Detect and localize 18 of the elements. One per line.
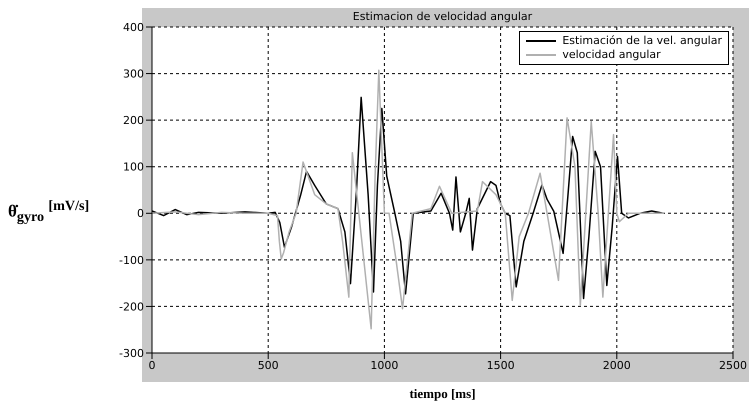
y-tick-label: -200 (119, 300, 144, 314)
y-tick-label: -100 (119, 254, 144, 267)
y-tick-label: 400 (123, 20, 144, 34)
x-tick-label: 1500 (486, 358, 515, 372)
y-tick-label: 100 (123, 160, 144, 174)
y-tick-label: -300 (119, 346, 144, 360)
x-tick-label: 0 (148, 358, 156, 372)
x-axis-title: tiempo [ms] (408, 386, 477, 402)
x-tick-label: 1000 (370, 358, 398, 372)
y-tick-label: 0 (137, 207, 144, 220)
x-tick-label: 500 (258, 358, 279, 372)
chart-title: Estimacion de velocidad angular (352, 10, 534, 23)
y-tick-label: 200 (123, 114, 144, 128)
x-tick-label: 2000 (602, 358, 631, 372)
x-tick-label: 2500 (719, 358, 747, 372)
legend-label: velocidad angular (562, 48, 661, 62)
legend-label: Estimación de la vel. angular (562, 34, 722, 48)
y-tick-label: 300 (123, 67, 144, 80)
